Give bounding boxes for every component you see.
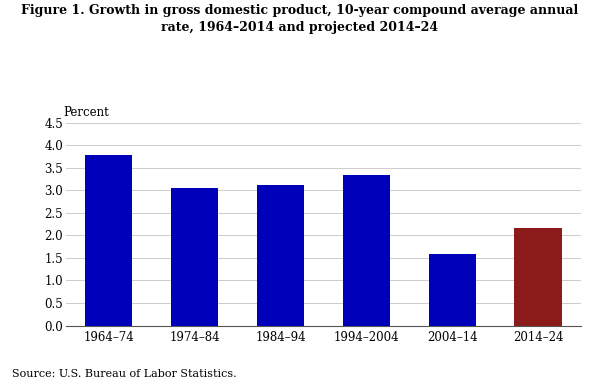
Text: Figure 1. Growth in gross domestic product, 10-year compound average annual
rate: Figure 1. Growth in gross domestic produ… <box>21 4 578 34</box>
Text: Source: U.S. Bureau of Labor Statistics.: Source: U.S. Bureau of Labor Statistics. <box>12 369 237 379</box>
Text: Percent: Percent <box>63 106 108 119</box>
Bar <box>343 175 390 326</box>
Bar <box>85 155 132 326</box>
Bar <box>257 185 304 326</box>
Bar <box>515 228 562 326</box>
Bar <box>429 254 476 326</box>
Bar <box>171 188 218 326</box>
